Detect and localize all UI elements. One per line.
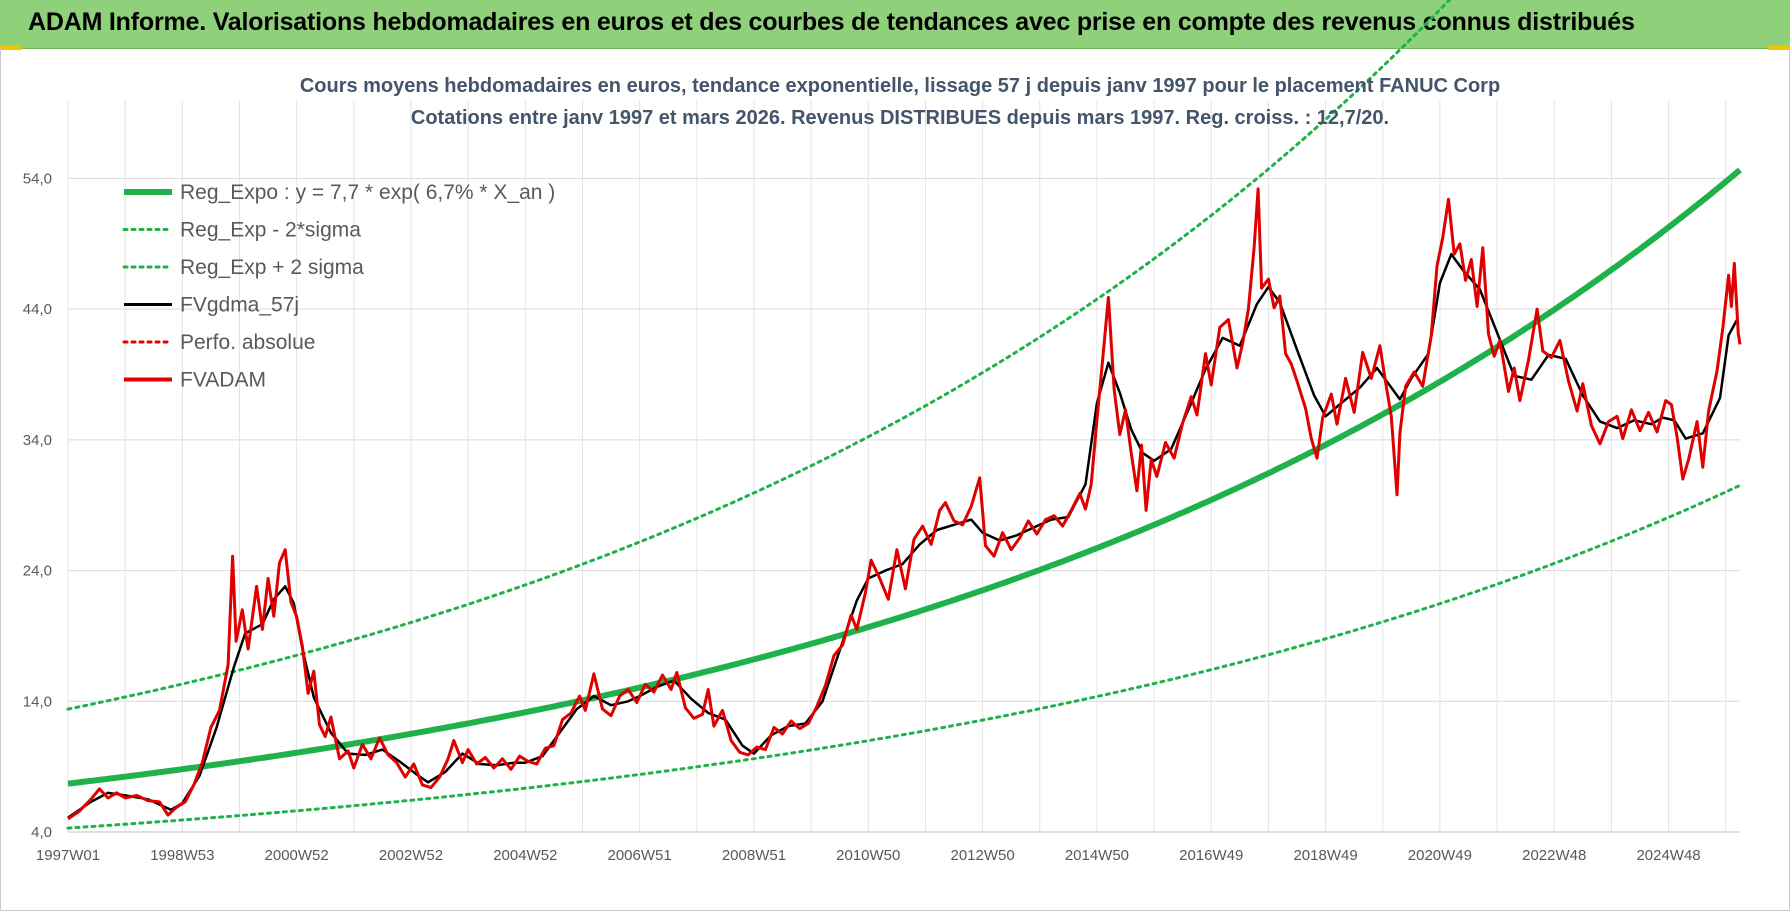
legend: Reg_Expo : y = 7,7 * exp( 6,7% * X_an ) R…	[122, 181, 555, 392]
series-line-1	[66, 483, 1742, 830]
x-tick-label: 2006W51	[608, 847, 672, 864]
header-banner: ADAM Informe. Valorisations hebdomadaire…	[0, 0, 1790, 49]
x-axis-ticks: 1997W01 1998W53 2000W52 2002W52 2004W52 2006W…	[36, 847, 1701, 864]
series-line-0	[67, 167, 1742, 787]
x-tick-label: 2024W48	[1636, 847, 1700, 864]
legend-label: Reg_Expo : y = 7,7 * exp( 6,7% * X_an )	[180, 181, 555, 204]
series-layer	[66, 0, 1742, 830]
x-tick-label: 2016W49	[1179, 847, 1243, 864]
x-tick-label: 2010W50	[836, 847, 900, 864]
y-tick-label: 24,0	[23, 563, 52, 580]
banner-title: ADAM Informe. Valorisations hebdomadaire…	[28, 8, 1635, 36]
x-tick-label: 2018W49	[1293, 847, 1357, 864]
y-tick-label: 14,0	[23, 693, 52, 710]
legend-label: Reg_Exp - 2*sigma	[180, 219, 361, 242]
y-tick-label: 34,0	[23, 432, 52, 449]
x-tick-label: 2008W51	[722, 847, 786, 864]
x-tick-label: 2000W52	[265, 847, 329, 864]
x-tick-label: 1997W01	[36, 847, 100, 864]
x-tick-label: 1998W53	[150, 847, 214, 864]
series-line-3	[67, 252, 1739, 819]
chart-subtitle: Cotations entre janv 1997 et mars 2026. …	[411, 107, 1389, 129]
legend-label: Perfo. absolue	[180, 331, 315, 354]
x-tick-label: 2004W52	[493, 847, 557, 864]
series-line-5	[67, 187, 1742, 821]
x-tick-label: 2020W49	[1408, 847, 1472, 864]
x-tick-label: 2014W50	[1065, 847, 1129, 864]
x-tick-label: 2002W52	[379, 847, 443, 864]
legend-label: FVgdma_57j	[180, 294, 299, 317]
corner-accent-right	[1768, 45, 1790, 50]
corner-accent-left	[0, 45, 22, 50]
series-line-2	[66, 0, 1452, 711]
y-tick-label: 54,0	[23, 170, 52, 187]
legend-label: FVADAM	[180, 369, 266, 392]
chart-title: Cours moyens hebdomadaires en euros, ten…	[300, 75, 1500, 97]
y-tick-label: 44,0	[23, 301, 52, 318]
x-tick-label: 2012W50	[950, 847, 1014, 864]
legend-label: Reg_Exp + 2 sigma	[180, 256, 364, 279]
y-axis-ticks: 4,0 14,0 24,0 34,0 44,0 54,0	[23, 170, 52, 841]
y-tick-label: 4,0	[31, 824, 52, 841]
x-tick-label: 2022W48	[1522, 847, 1586, 864]
